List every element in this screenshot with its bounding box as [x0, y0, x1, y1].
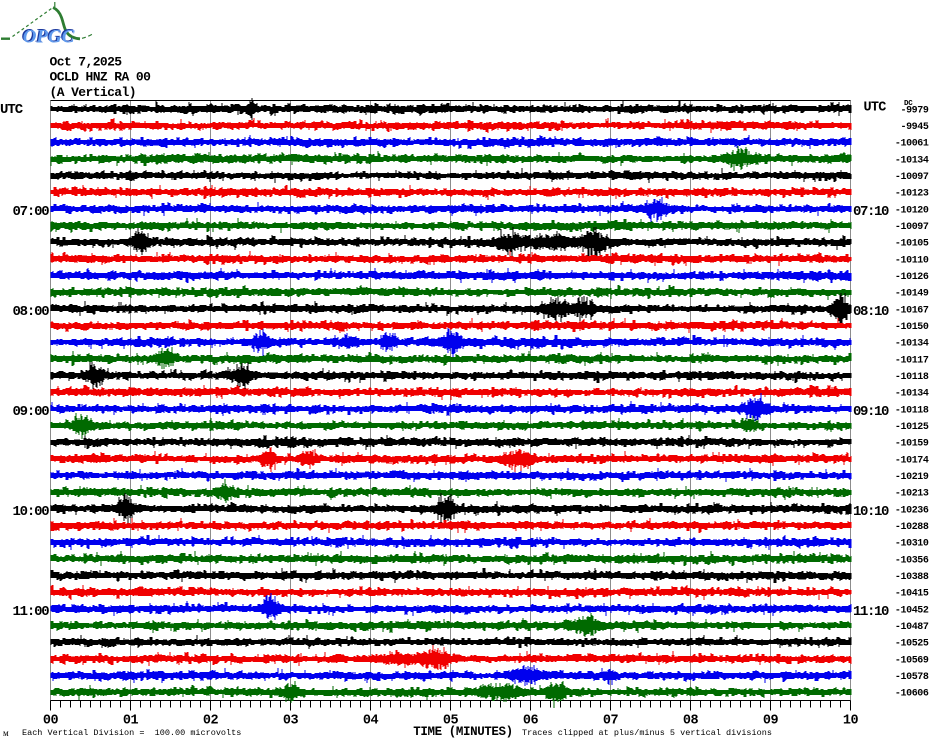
- svg-text:-10123: -10123: [895, 189, 929, 200]
- svg-text:09: 09: [763, 714, 779, 729]
- svg-text:-10487: -10487: [895, 622, 929, 633]
- svg-text:Traces clipped at plus/minus 5: Traces clipped at plus/minus 5 vertical …: [522, 728, 772, 738]
- svg-text:-10159: -10159: [895, 439, 929, 450]
- svg-text:-10120: -10120: [895, 205, 929, 216]
- svg-text:-10134: -10134: [895, 155, 929, 166]
- svg-text:-10149: -10149: [895, 289, 929, 300]
- svg-text:-10118: -10118: [895, 405, 929, 416]
- svg-text:-10125: -10125: [895, 422, 929, 433]
- svg-text:-10174: -10174: [895, 455, 929, 466]
- svg-text:06: 06: [523, 714, 539, 729]
- svg-text:Each Vertical Division = 100.: Each Vertical Division = 100.00 microvol…: [22, 728, 241, 738]
- svg-text:-10213: -10213: [895, 489, 929, 500]
- svg-text:-9979: -9979: [900, 105, 928, 116]
- svg-text:10:00: 10:00: [12, 504, 49, 520]
- svg-text:-10356: -10356: [895, 555, 929, 566]
- svg-text:01: 01: [123, 714, 139, 729]
- svg-text:11:10: 11:10: [853, 604, 889, 620]
- svg-text:-10310: -10310: [895, 539, 929, 550]
- svg-text:07: 07: [603, 714, 619, 729]
- svg-text:OCLD HNZ RA 00: OCLD HNZ RA 00: [50, 70, 152, 85]
- svg-text:-10578: -10578: [895, 672, 929, 683]
- svg-text:-10134: -10134: [895, 339, 929, 350]
- svg-text:-10097: -10097: [895, 222, 929, 233]
- svg-text:-10167: -10167: [895, 305, 929, 316]
- svg-text:OPGC: OPGC: [23, 26, 75, 47]
- svg-text:-10134: -10134: [895, 389, 929, 400]
- svg-text:09:10: 09:10: [853, 404, 889, 420]
- svg-text:м: м: [3, 728, 9, 738]
- svg-text:-10117: -10117: [895, 355, 929, 366]
- svg-text:-9945: -9945: [900, 122, 928, 133]
- svg-text:02: 02: [203, 714, 219, 729]
- svg-text:05: 05: [443, 714, 459, 729]
- svg-text:-10150: -10150: [895, 322, 929, 333]
- svg-text:11:00: 11:00: [12, 604, 49, 620]
- svg-text:10:10: 10:10: [853, 504, 889, 520]
- svg-text:-10452: -10452: [895, 605, 929, 616]
- svg-text:OPGC: OPGC: [22, 25, 74, 46]
- svg-text:-10118: -10118: [895, 372, 929, 383]
- svg-text:-10288: -10288: [895, 522, 929, 533]
- svg-text:-10236: -10236: [895, 505, 929, 516]
- svg-text:08:00: 08:00: [12, 304, 49, 320]
- svg-text:-10388: -10388: [895, 572, 929, 583]
- svg-text:-10569: -10569: [895, 655, 929, 666]
- svg-text:-10097: -10097: [895, 172, 929, 183]
- svg-text:-10219: -10219: [895, 472, 929, 483]
- svg-text:-10061: -10061: [895, 139, 929, 150]
- svg-text:08: 08: [683, 714, 699, 729]
- svg-text:-10606: -10606: [895, 689, 929, 700]
- svg-text:07:10: 07:10: [853, 204, 889, 220]
- svg-text:-10415: -10415: [895, 589, 929, 600]
- svg-text:04: 04: [363, 714, 379, 729]
- svg-text:UTC: UTC: [864, 101, 887, 116]
- svg-text:UTC: UTC: [0, 102, 24, 118]
- svg-text:(A Vertical): (A Vertical): [50, 85, 136, 100]
- svg-text:03: 03: [283, 714, 299, 729]
- svg-text:Oct 7,2025: Oct 7,2025: [50, 55, 123, 70]
- svg-text:09:00: 09:00: [12, 404, 49, 420]
- svg-text:-10525: -10525: [895, 639, 929, 650]
- svg-text:-10126: -10126: [895, 272, 929, 283]
- svg-text:00: 00: [43, 714, 59, 729]
- svg-text:TIME (MINUTES): TIME (MINUTES): [413, 725, 512, 739]
- svg-text:08:10: 08:10: [853, 304, 889, 320]
- svg-text:DC: DC: [904, 100, 913, 108]
- svg-text:07:00: 07:00: [12, 204, 49, 220]
- svg-text:10: 10: [843, 714, 859, 729]
- svg-text:-10105: -10105: [895, 239, 929, 250]
- svg-text:-10110: -10110: [895, 255, 929, 266]
